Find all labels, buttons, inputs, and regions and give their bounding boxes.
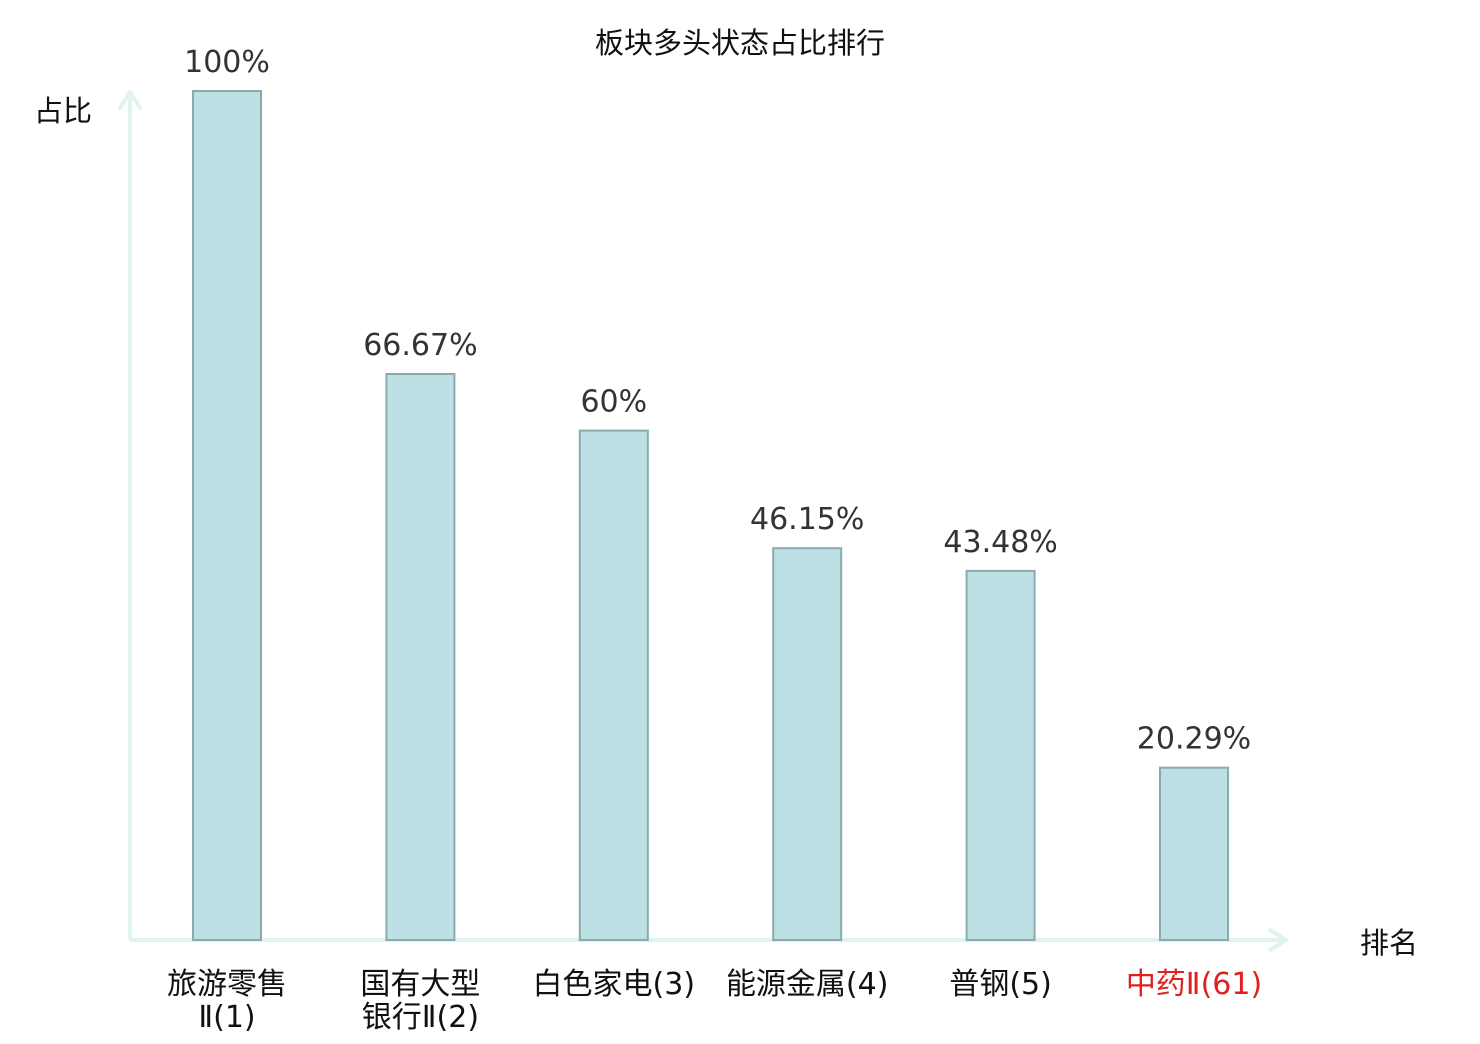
bar-value-label-2: 66.67% (363, 328, 477, 363)
category-label-line: 白色家电(3) (533, 967, 696, 1002)
bars-layer (192, 90, 1229, 942)
x-axis-arrow-icon (1268, 928, 1288, 952)
category-label-6: 中药Ⅱ(61) (1126, 967, 1262, 1002)
category-label-line: 旅游零售 (167, 967, 287, 1002)
x-axis (130, 928, 1288, 952)
category-label-1: 旅游零售 Ⅱ(1) (167, 967, 287, 1035)
bar-6 (1159, 766, 1229, 942)
bar-value-label-6: 20.29% (1137, 722, 1251, 757)
y-axis-label: 占比 (34, 94, 92, 128)
category-label-line: 普钢(5) (949, 967, 1052, 1002)
category-label-line: 银行Ⅱ(2) (362, 1000, 479, 1035)
category-label-4: 能源金属(4) (726, 967, 889, 1002)
bar-5 (965, 569, 1036, 942)
chart-title: 板块多头状态占比排行 (595, 26, 885, 60)
category-label-line: 国有大型 (360, 967, 480, 1002)
bar-value-label-3: 60% (580, 385, 647, 420)
category-label-2: 国有大型银行Ⅱ(2) (360, 967, 480, 1035)
value-labels-layer: 100% 66.67% 60% 46.15% 43.48% 20.29% (184, 45, 1251, 757)
bar-4 (772, 547, 843, 941)
bar-value-label-4: 46.15% (750, 502, 864, 537)
bar-1 (192, 90, 262, 941)
bar-value-label-1: 100% (184, 45, 270, 80)
bar-value-label-5: 43.48% (943, 525, 1057, 560)
category-label-3: 白色家电(3) (533, 967, 696, 1002)
y-axis-arrow-icon (118, 90, 142, 110)
bar-2 (385, 373, 456, 941)
category-label-line: Ⅱ(1) (198, 1000, 255, 1035)
x-axis-label: 排名 (1360, 926, 1418, 960)
y-axis (118, 90, 142, 940)
category-label-5: 普钢(5) (949, 967, 1052, 1002)
bar-3 (578, 429, 649, 941)
category-labels-layer: 旅游零售 Ⅱ(1) 国有大型银行Ⅱ(2) 白色家电(3) 能源金属(4) 普钢(5) 中药Ⅱ… (167, 967, 1262, 1035)
category-label-line: 中药Ⅱ(61) (1126, 967, 1262, 1002)
category-label-line: 能源金属(4) (726, 967, 889, 1002)
